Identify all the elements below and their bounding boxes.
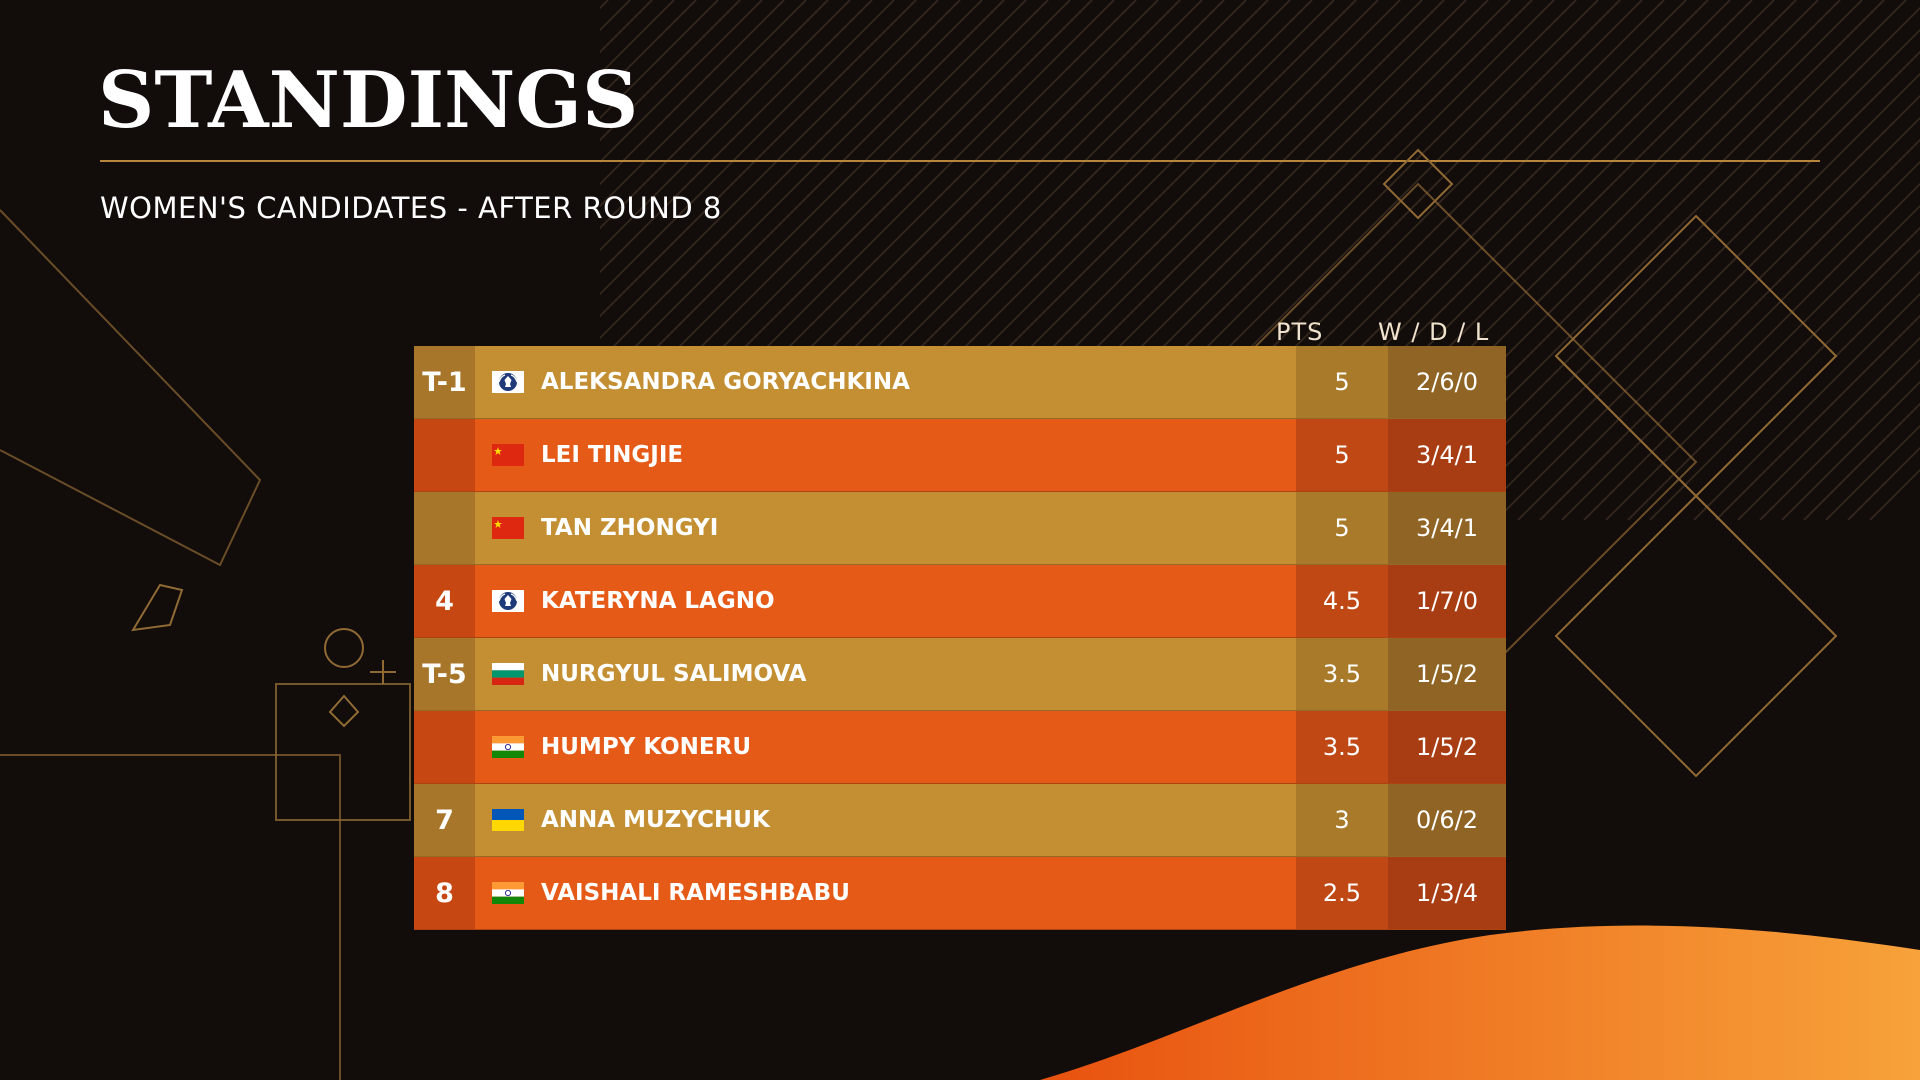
china-flag-icon	[475, 419, 541, 491]
wdl-column-header: W / D / L	[1378, 318, 1490, 346]
wdl-cell: 0/6/2	[1388, 784, 1506, 856]
table-row: T-5 NURGYUL SALIMOVA 3.5 1/5/2	[414, 638, 1506, 711]
rank-cell: 4	[414, 565, 475, 637]
player-name: NURGYUL SALIMOVA	[541, 661, 807, 687]
table-row: 7 ANNA MUZYCHUK 3 0/6/2	[414, 784, 1506, 857]
player-name: KATERYNA LAGNO	[541, 588, 775, 614]
china-flag-icon	[475, 492, 541, 564]
table-row: 4 KATERYNA LAGNO 4.5 1/7/0	[414, 565, 1506, 638]
table-row: T-1 ALEKSANDRA GORYACHKINA 5 2/6/0	[414, 346, 1506, 419]
points-cell: 3.5	[1296, 638, 1388, 710]
points-cell: 5	[1296, 419, 1388, 491]
points-cell: 3.5	[1296, 711, 1388, 783]
wdl-cell: 3/4/1	[1388, 419, 1506, 491]
table-row: TAN ZHONGYI 5 3/4/1	[414, 492, 1506, 565]
rank-cell: 7	[414, 784, 475, 856]
player-name: ANNA MUZYCHUK	[541, 807, 770, 833]
wdl-cell: 1/7/0	[1388, 565, 1506, 637]
wdl-cell: 3/4/1	[1388, 492, 1506, 564]
fide-flag-icon	[475, 346, 541, 418]
wdl-cell: 2/6/0	[1388, 346, 1506, 418]
player-name: TAN ZHONGYI	[541, 515, 719, 541]
wdl-cell: 1/5/2	[1388, 638, 1506, 710]
rank-cell	[414, 711, 475, 783]
points-cell: 3	[1296, 784, 1388, 856]
rank-cell: T-1	[414, 346, 475, 418]
rank-cell	[414, 492, 475, 564]
player-name: VAISHALI RAMESHBABU	[541, 880, 850, 906]
fide-flag-icon	[475, 565, 541, 637]
india-flag-icon	[475, 711, 541, 783]
rank-cell: T-5	[414, 638, 475, 710]
table-row: 8 VAISHALI RAMESHBABU 2.5 1/3/4	[414, 857, 1506, 930]
india-flag-icon	[475, 857, 541, 929]
points-cell: 2.5	[1296, 857, 1388, 929]
wdl-cell: 1/5/2	[1388, 711, 1506, 783]
player-name: ALEKSANDRA GORYACHKINA	[541, 369, 910, 395]
ukraine-flag-icon	[475, 784, 541, 856]
table-row: LEI TINGJIE 5 3/4/1	[414, 419, 1506, 492]
points-cell: 5	[1296, 346, 1388, 418]
bulgaria-flag-icon	[475, 638, 541, 710]
pts-column-header: PTS	[1276, 318, 1324, 346]
wdl-cell: 1/3/4	[1388, 857, 1506, 929]
points-cell: 5	[1296, 492, 1388, 564]
table-row: HUMPY KONERU 3.5 1/5/2	[414, 711, 1506, 784]
player-name: HUMPY KONERU	[541, 734, 752, 760]
page-title: STANDINGS	[98, 55, 639, 146]
player-name: LEI TINGJIE	[541, 442, 684, 468]
rank-cell	[414, 419, 475, 491]
standings-table: T-1 ALEKSANDRA GORYACHKINA 5 2/6/0 LEI TINGJ…	[414, 346, 1506, 930]
rank-cell: 8	[414, 857, 475, 929]
page-subtitle: WOMEN'S CANDIDATES - AFTER ROUND 8	[100, 191, 722, 225]
points-cell: 4.5	[1296, 565, 1388, 637]
